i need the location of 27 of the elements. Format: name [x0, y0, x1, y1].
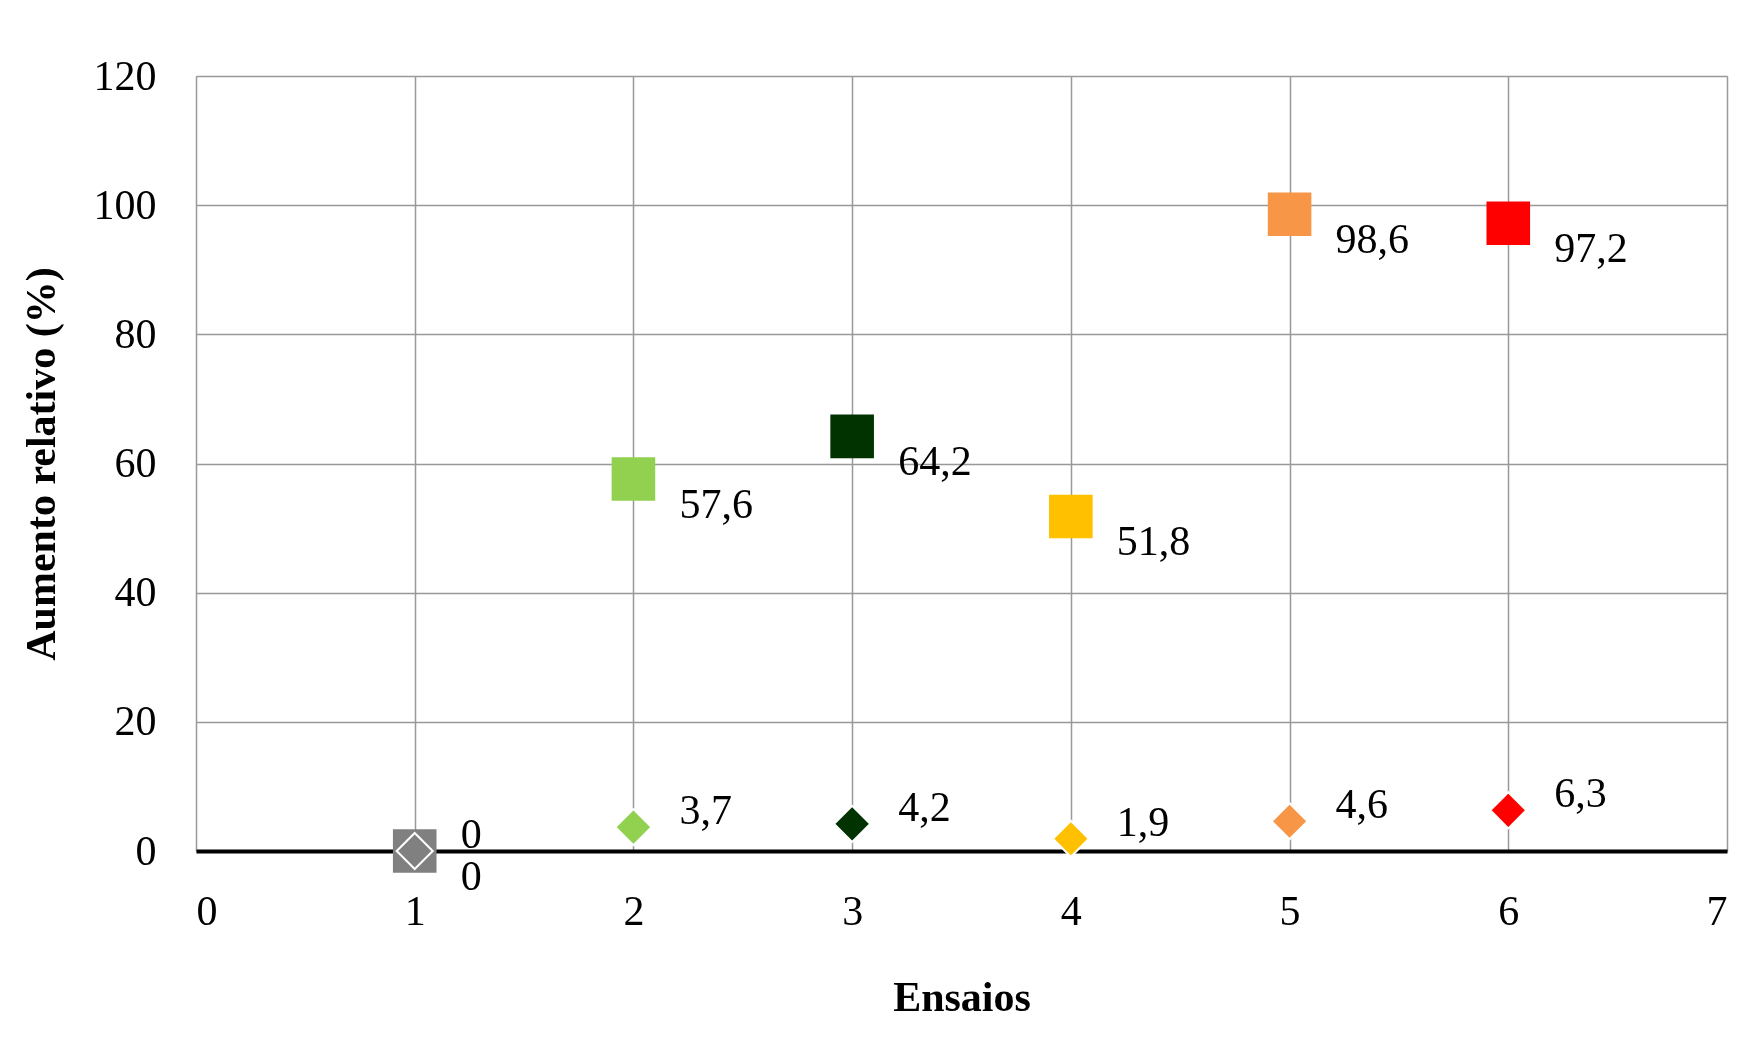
y-tick-label: 20	[114, 698, 157, 745]
data-label: 51,8	[1116, 518, 1191, 565]
y-tick-label: 100	[93, 181, 157, 228]
y-tick-label: 80	[114, 310, 157, 357]
y-tick-label: 0	[135, 827, 157, 874]
x-tick-label: 0	[196, 887, 218, 934]
y-axis-title: Aumento relativo (%)	[17, 267, 65, 661]
x-tick-label: 4	[1060, 887, 1082, 934]
data-label: 98,6	[1335, 216, 1410, 263]
y-tick-label: 120	[93, 52, 157, 99]
x-tick-label: 2	[623, 887, 645, 934]
y-tick-label: 40	[114, 569, 157, 616]
data-label: 4,2	[898, 783, 951, 830]
x-tick-label: 1	[404, 887, 426, 934]
data-label: 57,6	[679, 481, 753, 527]
x-tick-label: 7	[1706, 887, 1728, 934]
data-label: 3,7	[679, 787, 732, 834]
x-tick-label: 3	[842, 887, 864, 934]
data-label: 6,3	[1554, 770, 1607, 817]
x-tick-label: 6	[1498, 887, 1520, 934]
data-label: 4,6	[1335, 781, 1389, 828]
data-label: 64,2	[898, 438, 972, 485]
x-tick-label: 5	[1279, 887, 1301, 934]
x-axis-title: Ensaios	[893, 973, 1031, 1020]
data-label: 97,2	[1554, 225, 1628, 272]
data-label: 1,9	[1116, 798, 1170, 845]
y-tick-label: 60	[114, 440, 157, 486]
